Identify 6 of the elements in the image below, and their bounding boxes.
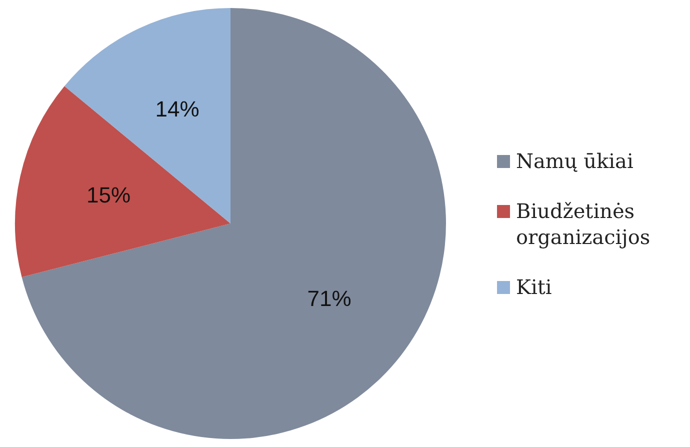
legend-label: Namų ūkiai: [516, 148, 634, 174]
legend-label: Biudžetinės organizacijos: [516, 198, 652, 250]
data-label: 71%: [307, 286, 352, 312]
legend-label: Kiti: [516, 274, 552, 300]
data-label: 14%: [155, 96, 200, 122]
data-label: 15%: [86, 182, 131, 208]
